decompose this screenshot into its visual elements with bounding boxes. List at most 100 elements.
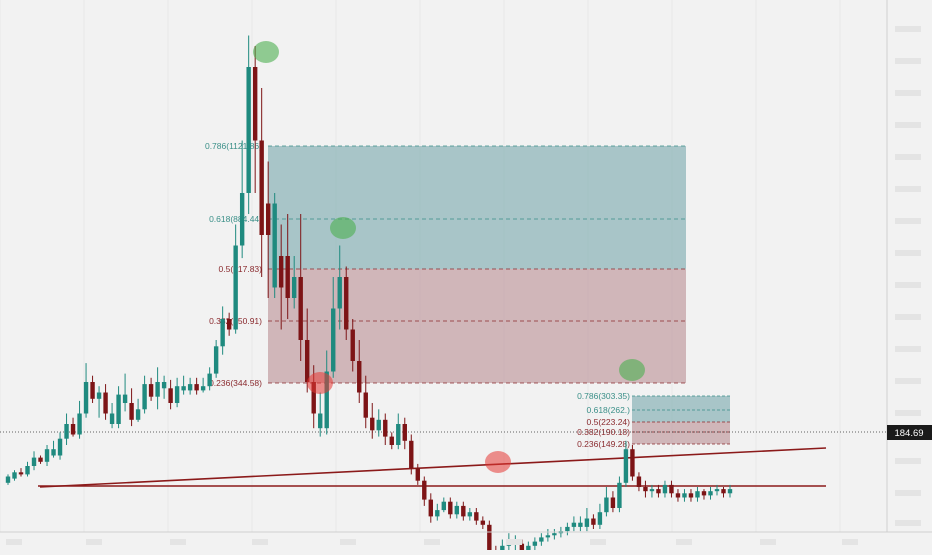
candle-body xyxy=(428,499,433,517)
candle-body xyxy=(181,386,186,391)
peak-marker[interactable] xyxy=(253,41,279,63)
price-axis-tick-label xyxy=(895,282,921,288)
candle-body xyxy=(519,543,525,550)
candle-body xyxy=(610,497,616,508)
price-axis-tick-label xyxy=(895,490,921,496)
candle-body xyxy=(252,67,258,141)
candle-body xyxy=(337,277,342,309)
candle-body xyxy=(116,394,121,424)
candle-body xyxy=(396,424,401,445)
fib-small-label-0786: 0.786(303.35) xyxy=(577,391,630,401)
candle-body xyxy=(623,449,629,483)
candle-body xyxy=(155,382,160,397)
time-axis-tick-label xyxy=(6,539,22,545)
candle-body xyxy=(539,537,544,542)
candle-body xyxy=(135,409,141,420)
candle-body xyxy=(109,413,115,424)
candle-body xyxy=(630,449,635,477)
time-axis-tick-label xyxy=(424,539,440,545)
candle-body xyxy=(96,392,102,399)
support-trend-line[interactable] xyxy=(39,447,827,488)
candle-body xyxy=(246,67,251,193)
price-axis-tick-label xyxy=(895,26,921,32)
candle-body xyxy=(435,510,440,517)
time-axis-tick-label xyxy=(760,539,776,545)
peak-marker[interactable] xyxy=(619,359,645,381)
candle-body xyxy=(675,493,681,498)
candle-body xyxy=(669,484,674,494)
candle-body xyxy=(233,245,238,330)
candle-body xyxy=(187,384,193,391)
candle-body xyxy=(688,493,694,498)
price-axis-tick-label xyxy=(895,154,921,160)
fib-small-lower-zone xyxy=(632,422,730,444)
candle-body xyxy=(487,524,492,550)
time-axis[interactable] xyxy=(0,531,932,545)
candle-body xyxy=(168,388,173,403)
candle-body xyxy=(701,491,707,496)
trough-marker[interactable] xyxy=(485,451,511,473)
price-axis-tick-label xyxy=(895,458,921,464)
candle-body xyxy=(226,319,232,330)
fib-small-label-05: 0.5(223.24) xyxy=(587,417,631,427)
candle-body xyxy=(389,436,394,445)
candle-body xyxy=(239,193,245,246)
price-axis-tick-label xyxy=(895,186,921,192)
candle-body xyxy=(311,382,316,414)
candle-body xyxy=(142,384,147,410)
fib-small-label-0618: 0.618(262.) xyxy=(587,405,631,415)
markers xyxy=(253,41,645,473)
fib-main-label-05: 0.5(717.83) xyxy=(219,264,263,274)
time-axis-tick-label xyxy=(506,539,522,545)
candle-body xyxy=(174,386,180,403)
candle-body xyxy=(636,476,642,487)
candle-body xyxy=(682,493,687,498)
candle-body xyxy=(103,392,108,414)
candle-body xyxy=(161,382,167,389)
candle-body xyxy=(83,382,89,414)
candle-body xyxy=(194,384,199,391)
candle-body xyxy=(409,440,414,469)
candle-body xyxy=(200,386,206,391)
candle-body xyxy=(207,373,212,387)
candle-body xyxy=(552,533,557,536)
time-axis-tick-label xyxy=(252,539,268,545)
candle-body xyxy=(57,438,63,456)
price-axis-tick-label xyxy=(895,122,921,128)
peak-marker[interactable] xyxy=(330,217,356,239)
fib-retracement-main[interactable]: 0.786(1121.86) 0.618(884.44) 0.5(717.83)… xyxy=(205,141,686,388)
candle-body xyxy=(662,484,668,494)
candle-body xyxy=(656,489,661,494)
candle-body xyxy=(643,487,648,492)
candle-body xyxy=(591,518,596,525)
fib-retracement-small[interactable]: 0.786(303.35) 0.618(262.) 0.5(223.24) 0.… xyxy=(577,391,730,449)
price-axis-tick-label xyxy=(895,90,921,96)
price-axis-tick-label xyxy=(895,378,921,384)
candle-body xyxy=(370,417,375,431)
candle-body xyxy=(129,403,134,420)
candle-body xyxy=(331,308,336,372)
candle-body xyxy=(291,277,297,298)
candle-body xyxy=(500,545,505,555)
candle-body xyxy=(708,491,713,496)
candle-body xyxy=(448,501,453,515)
trough-marker[interactable] xyxy=(307,372,333,394)
fib-main-label-0618: 0.618(884.44) xyxy=(209,214,262,224)
price-axis[interactable]: 184.69 xyxy=(886,0,932,532)
time-axis-tick-label xyxy=(676,539,692,545)
candle-body xyxy=(213,346,219,374)
candle-body xyxy=(526,545,531,550)
candle-body xyxy=(727,489,733,494)
candle-body xyxy=(415,468,420,481)
candle-body xyxy=(578,522,583,527)
candle-body xyxy=(122,394,128,403)
candle-body xyxy=(402,424,407,441)
time-axis-tick-label xyxy=(86,539,102,545)
candle-body xyxy=(695,491,700,498)
candle-body xyxy=(70,424,76,435)
candle-body xyxy=(90,382,95,399)
candle-body xyxy=(272,203,277,288)
fib-small-label-0236: 0.236(149.28) xyxy=(577,439,630,449)
